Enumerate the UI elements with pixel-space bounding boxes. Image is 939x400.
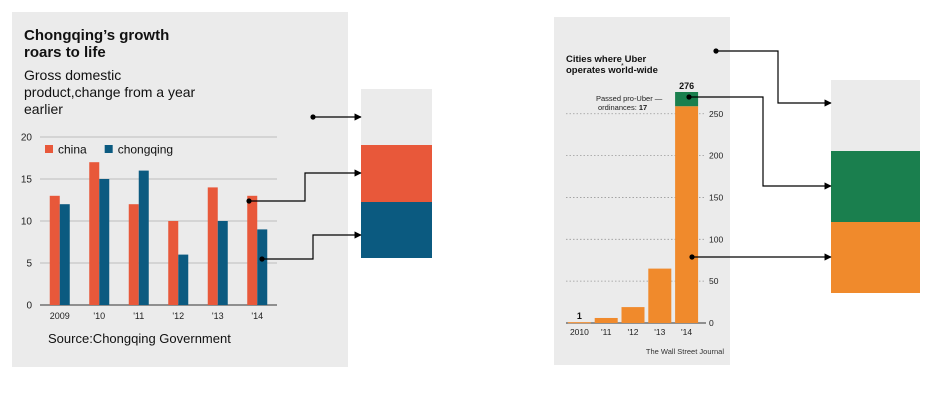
bar-chongqing bbox=[178, 254, 189, 305]
y-tick-label: 10 bbox=[21, 217, 33, 228]
y-tick-label: 250 bbox=[709, 109, 723, 119]
legend-label-chongqing: chongqing bbox=[118, 143, 173, 157]
x-tick-label: '11 bbox=[133, 311, 144, 321]
callout-dot bbox=[246, 198, 252, 204]
bar-china bbox=[128, 204, 139, 305]
x-tick-label: '10 bbox=[93, 311, 105, 321]
uber-bar bbox=[567, 322, 591, 324]
x-tick-label: '12 bbox=[627, 327, 638, 337]
y-tick-label: 15 bbox=[21, 175, 33, 186]
callout-dot bbox=[689, 254, 695, 260]
legend-swatch-china bbox=[45, 145, 53, 153]
y-tick-label: 200 bbox=[709, 151, 723, 161]
segment-annotation: Passed pro-Uber — ordinances: 17 bbox=[596, 94, 663, 112]
gdp-chart-source: Source:Chongqing Government bbox=[48, 331, 231, 346]
bar-china bbox=[89, 162, 100, 305]
uber-bar-chart: 0 50 100 150 200 250 1 2010 '11 '12 '13 276 '14 Passe… bbox=[566, 81, 723, 337]
y-tick-label: 20 bbox=[21, 133, 33, 144]
callout-dot bbox=[310, 114, 316, 120]
y-tick-label: 100 bbox=[709, 234, 723, 244]
swatch-left-2 bbox=[361, 202, 432, 258]
y-tick-label: 5 bbox=[26, 259, 32, 270]
swatch-right-1 bbox=[831, 151, 920, 222]
uber-bar bbox=[594, 317, 618, 323]
callout-dot bbox=[259, 256, 265, 262]
y-tick-label: 50 bbox=[709, 276, 719, 286]
x-tick-label: '14 bbox=[681, 327, 692, 337]
x-tick-label: '13 bbox=[212, 311, 224, 321]
bar-chongqing bbox=[138, 170, 149, 305]
color-swatches-right bbox=[831, 80, 920, 293]
bar-chongqing bbox=[99, 179, 110, 305]
x-tick-label: '12 bbox=[172, 311, 184, 321]
legend-label-china: china bbox=[58, 143, 87, 157]
uber-bar-pro-ordinance-segment bbox=[675, 92, 699, 107]
legend-swatch-chongqing bbox=[104, 145, 113, 153]
bar-china bbox=[49, 195, 60, 305]
bar-china bbox=[168, 221, 179, 305]
uber-chart-title: Cities where Uber operates world-wide bbox=[566, 54, 658, 76]
gdp-chart-title: Chongqing’s growth roars to life bbox=[24, 27, 169, 61]
bar-china bbox=[207, 187, 218, 305]
bar-chongqing bbox=[59, 204, 70, 305]
arrow-to-china-swatch bbox=[249, 169, 362, 202]
gdp-chart-panel bbox=[12, 12, 348, 367]
uber-bar bbox=[621, 307, 645, 323]
x-tick-label: '11 bbox=[601, 327, 612, 337]
x-tick-label: '14 bbox=[251, 311, 263, 321]
uber-bar bbox=[648, 268, 672, 323]
y-tick-label: 0 bbox=[709, 318, 714, 328]
data-label: 1 bbox=[577, 311, 582, 321]
arrow-to-chongqing-swatch bbox=[262, 231, 362, 260]
data-label: 276 bbox=[679, 81, 694, 91]
uber-chart-title-note: * bbox=[621, 63, 624, 70]
arrow-to-uber-background-swatch bbox=[716, 50, 832, 107]
gdp-bar-chart: 0 5 10 15 20 2009 '10 '11 '12 '13 '14 china chongqin… bbox=[21, 133, 277, 321]
y-tick-label: 150 bbox=[709, 192, 723, 202]
y-tick-label: 0 bbox=[26, 301, 32, 312]
uber-chart-credit: The Wall Street Journal bbox=[646, 347, 724, 356]
x-tick-label: 2010 bbox=[570, 327, 589, 337]
bar-china bbox=[247, 195, 258, 305]
bar-chongqing bbox=[257, 229, 268, 305]
callout-dot bbox=[713, 48, 719, 54]
callout-arrows bbox=[246, 48, 832, 262]
callout-dot bbox=[686, 94, 692, 100]
arrow-to-green-swatch bbox=[689, 96, 832, 190]
color-swatches-left bbox=[361, 89, 432, 258]
uber-chart-panel bbox=[554, 17, 730, 365]
gdp-chart-subtitle: Gross domestic product,change from a year… bbox=[24, 67, 196, 117]
bar-chongqing bbox=[217, 221, 228, 305]
uber-bar bbox=[675, 106, 699, 323]
x-tick-label: 2009 bbox=[50, 311, 70, 321]
swatch-left-0 bbox=[361, 89, 432, 145]
x-tick-label: '13 bbox=[654, 327, 665, 337]
swatch-left-1 bbox=[361, 145, 432, 202]
swatch-right-2 bbox=[831, 222, 920, 293]
swatch-right-0 bbox=[831, 80, 920, 151]
